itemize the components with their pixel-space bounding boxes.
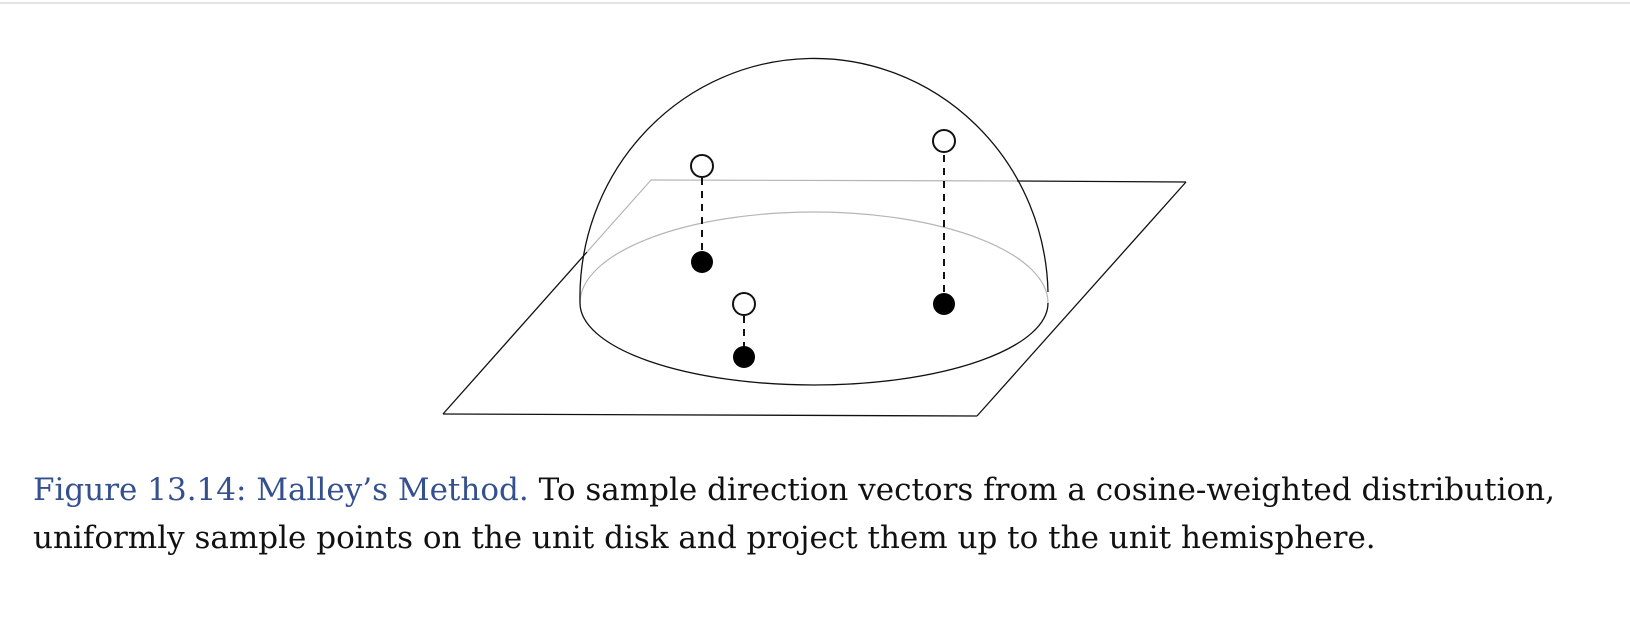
hemisphere-sample-point bbox=[932, 129, 956, 153]
disk-sample-point bbox=[691, 251, 713, 273]
plane-edge-right bbox=[976, 181, 1187, 417]
figure-caption: Figure 13.14: Malley’s Method. To sample… bbox=[33, 466, 1593, 562]
malley-method-figure bbox=[442, 57, 1187, 417]
figure-label: Figure 13.14: Malley’s Method. bbox=[33, 472, 529, 508]
plane-edge-front bbox=[442, 413, 978, 417]
top-rule bbox=[0, 2, 1630, 4]
projection-lines bbox=[701, 155, 945, 346]
tangent-plane bbox=[442, 180, 1187, 417]
unit-disk-back bbox=[580, 216, 1048, 303]
disk-sample-point bbox=[733, 346, 755, 368]
hemisphere-sample-point bbox=[732, 292, 756, 316]
plane-edge-left bbox=[442, 251, 588, 415]
hemisphere-sample-point bbox=[690, 154, 714, 178]
plane-edge-back-right bbox=[1016, 180, 1187, 183]
unit-disk-front-arc bbox=[579, 302, 1049, 386]
disk-samples bbox=[691, 251, 955, 368]
unit-disk-back-arc bbox=[579, 211, 1049, 304]
unit-hemisphere bbox=[579, 57, 1049, 304]
disk-sample-point bbox=[933, 293, 955, 315]
plane-hidden-edges bbox=[586, 179, 1018, 253]
figure-caption-text: To sample direction vectors from a cosin… bbox=[33, 472, 1555, 556]
hemisphere-samples bbox=[690, 129, 956, 316]
